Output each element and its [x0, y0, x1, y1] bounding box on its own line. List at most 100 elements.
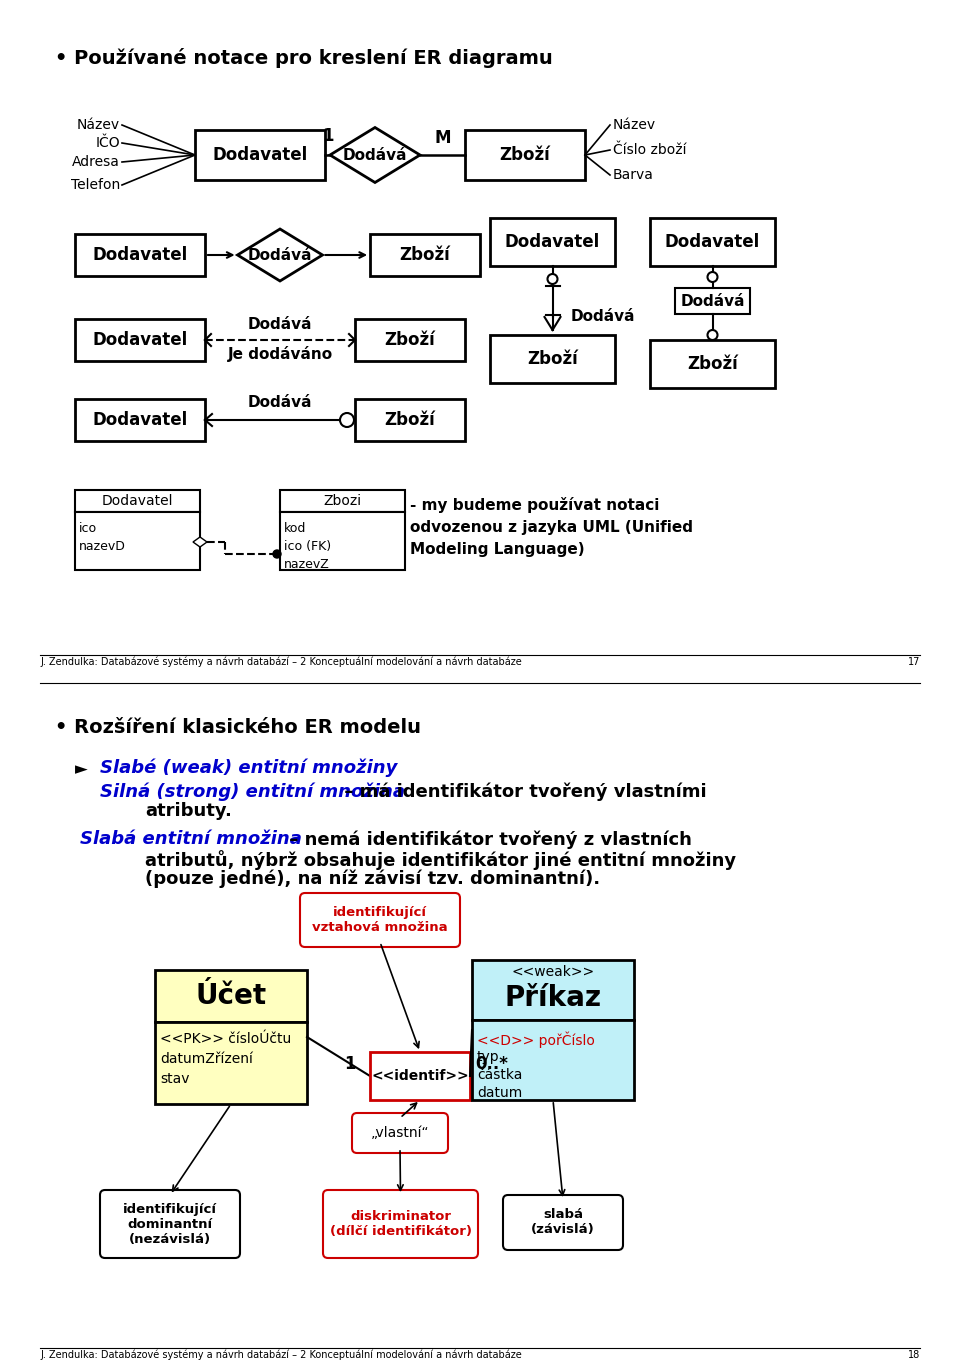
FancyBboxPatch shape — [370, 1053, 470, 1100]
FancyBboxPatch shape — [650, 340, 775, 388]
Text: Zbozi: Zbozi — [324, 493, 362, 509]
FancyBboxPatch shape — [490, 335, 615, 383]
FancyBboxPatch shape — [675, 288, 750, 314]
FancyBboxPatch shape — [75, 513, 200, 570]
Text: 1: 1 — [345, 1055, 356, 1073]
Text: datumZřízení: datumZřízení — [160, 1053, 252, 1066]
Text: Slabé (weak) entitní množiny: Slabé (weak) entitní množiny — [100, 757, 397, 776]
Text: „vlastní“: „vlastní“ — [371, 1126, 429, 1140]
Text: Dodává: Dodává — [248, 317, 312, 332]
Circle shape — [708, 329, 717, 340]
FancyBboxPatch shape — [355, 399, 465, 442]
Circle shape — [708, 272, 717, 282]
Text: datum: datum — [477, 1085, 522, 1100]
FancyBboxPatch shape — [650, 217, 775, 267]
Text: – nemá identifikátor tvořený z vlastních: – nemá identifikátor tvořený z vlastních — [283, 830, 692, 849]
Text: 18: 18 — [908, 1351, 920, 1360]
FancyBboxPatch shape — [75, 234, 205, 276]
Text: <<PK>> čísloÚčtu: <<PK>> čísloÚčtu — [160, 1032, 291, 1046]
FancyBboxPatch shape — [75, 399, 205, 442]
Text: Dodává: Dodává — [248, 247, 312, 262]
FancyBboxPatch shape — [323, 1191, 478, 1258]
Text: Je dodáváno: Je dodáváno — [228, 346, 332, 362]
Text: Dodavatel: Dodavatel — [212, 146, 307, 164]
Text: Dodává: Dodává — [248, 395, 312, 410]
Text: 0..*: 0..* — [475, 1055, 509, 1073]
FancyBboxPatch shape — [465, 130, 585, 180]
Text: Dodavatel: Dodavatel — [92, 331, 187, 349]
Text: Číslo zboží: Číslo zboží — [613, 144, 686, 157]
FancyBboxPatch shape — [195, 130, 325, 180]
Text: (pouze jedné), na níž závisí tzv. dominantní).: (pouze jedné), na níž závisí tzv. domina… — [145, 869, 600, 889]
Text: Telefon: Telefon — [71, 178, 120, 191]
Text: částka: částka — [477, 1068, 522, 1083]
Text: Dodává: Dodává — [570, 309, 635, 324]
Text: Dodává: Dodává — [343, 148, 407, 163]
Circle shape — [273, 550, 281, 558]
Text: Zboží: Zboží — [385, 331, 436, 349]
Text: Název: Název — [613, 118, 656, 133]
Text: identifikující
dominantní
(nezávislá): identifikující dominantní (nezávislá) — [123, 1203, 217, 1245]
Text: slabá
(závislá): slabá (závislá) — [531, 1208, 595, 1237]
Text: Dodavatel: Dodavatel — [665, 232, 760, 252]
Text: Dodavatel: Dodavatel — [505, 232, 600, 252]
Text: Zboží: Zboží — [687, 355, 738, 373]
FancyBboxPatch shape — [472, 1020, 634, 1100]
Polygon shape — [193, 537, 207, 547]
FancyBboxPatch shape — [280, 489, 405, 513]
Text: atributy.: atributy. — [145, 802, 232, 820]
Text: nazevZ: nazevZ — [284, 558, 329, 571]
FancyBboxPatch shape — [355, 319, 465, 361]
FancyBboxPatch shape — [75, 489, 200, 513]
Circle shape — [340, 413, 354, 427]
FancyBboxPatch shape — [490, 217, 615, 267]
Text: M: M — [434, 128, 451, 148]
FancyBboxPatch shape — [155, 971, 307, 1023]
FancyBboxPatch shape — [370, 234, 480, 276]
Text: J. Zendulka: Databázové systémy a návrh databází – 2 Konceptuální modelování a n: J. Zendulka: Databázové systémy a návrh … — [40, 1349, 521, 1360]
Text: <<identif>>: <<identif>> — [372, 1069, 468, 1083]
Text: atributů, nýbrž obsahuje identifikátor jiné entitní množiny: atributů, nýbrž obsahuje identifikátor j… — [145, 850, 736, 869]
FancyBboxPatch shape — [155, 1023, 307, 1105]
FancyBboxPatch shape — [75, 319, 205, 361]
FancyBboxPatch shape — [472, 960, 634, 1020]
Text: - my budeme používat notaci: - my budeme používat notaci — [410, 498, 660, 513]
FancyBboxPatch shape — [280, 513, 405, 570]
Text: identifikující
vztahová množina: identifikující vztahová množina — [312, 906, 447, 934]
Text: Dodavatel: Dodavatel — [102, 493, 173, 509]
Text: Barva: Barva — [613, 168, 654, 182]
Text: Název: Název — [77, 118, 120, 133]
FancyBboxPatch shape — [100, 1191, 240, 1258]
FancyBboxPatch shape — [352, 1113, 448, 1152]
Text: kod: kod — [284, 522, 306, 534]
Text: 17: 17 — [907, 658, 920, 667]
Text: J. Zendulka: Databázové systémy a návrh databází – 2 Konceptuální modelování a n: J. Zendulka: Databázové systémy a návrh … — [40, 656, 521, 667]
Text: Dodavatel: Dodavatel — [92, 246, 187, 264]
Polygon shape — [237, 230, 323, 282]
Text: Silná (strong) entitní množina: Silná (strong) entitní množina — [100, 782, 405, 801]
Text: Zboží: Zboží — [399, 246, 450, 264]
Text: Příkaz: Příkaz — [504, 984, 602, 1012]
Text: nazevD: nazevD — [79, 540, 126, 554]
Text: Slabá entitní množina: Slabá entitní množina — [80, 830, 301, 848]
Text: diskriminator
(dílčí identifikátor): diskriminator (dílčí identifikátor) — [329, 1210, 471, 1239]
Text: – má identifikátor tvořený vlastními: – má identifikátor tvořený vlastními — [338, 782, 707, 801]
Text: ►: ► — [75, 760, 87, 778]
FancyBboxPatch shape — [300, 893, 460, 947]
Text: ico: ico — [79, 522, 97, 534]
Text: <<weak>>: <<weak>> — [512, 965, 594, 979]
Text: Zboží: Zboží — [499, 146, 550, 164]
Text: Modeling Language): Modeling Language) — [410, 541, 585, 556]
Text: Adresa: Adresa — [72, 154, 120, 170]
Text: <<D>> pořČíslo: <<D>> pořČíslo — [477, 1032, 595, 1048]
Text: Zboží: Zboží — [527, 350, 578, 368]
Text: Dodává: Dodává — [681, 294, 745, 309]
Text: odvozenou z jazyka UML (Unified: odvozenou z jazyka UML (Unified — [410, 519, 693, 534]
Text: IČO: IČO — [95, 135, 120, 150]
Circle shape — [547, 273, 558, 284]
Text: • Používané notace pro kreslení ER diagramu: • Používané notace pro kreslení ER diagr… — [55, 48, 553, 68]
Text: Zboží: Zboží — [385, 411, 436, 429]
Polygon shape — [330, 127, 420, 183]
Text: Dodavatel: Dodavatel — [92, 411, 187, 429]
Text: ico (FK): ico (FK) — [284, 540, 331, 554]
